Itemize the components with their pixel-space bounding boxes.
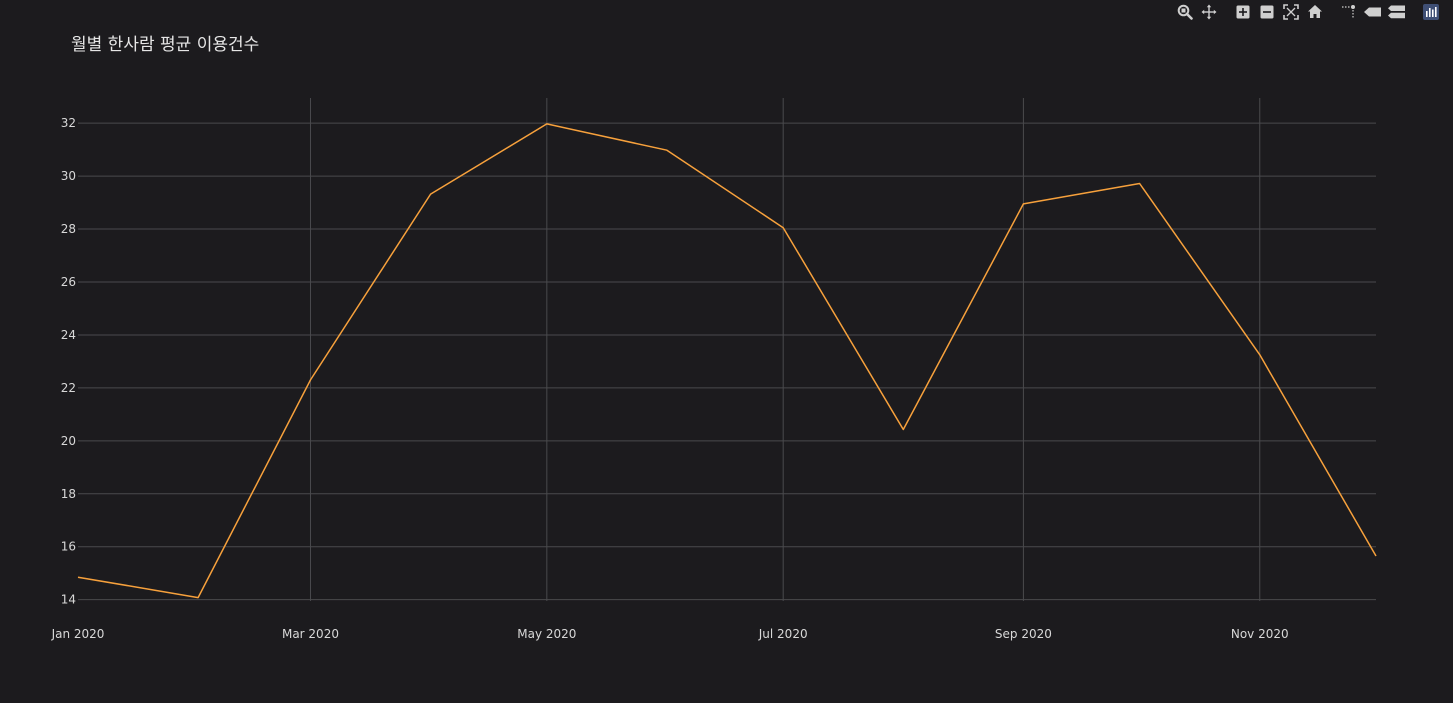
- y-tick-label: 30: [61, 169, 76, 183]
- y-tick-label: 18: [61, 487, 76, 501]
- grid-layer: [78, 98, 1376, 601]
- data-point: [77, 576, 79, 578]
- y-tick-label: 32: [61, 116, 76, 130]
- plotly-logo-icon: [1423, 4, 1439, 20]
- hover-closest-button[interactable]: [1361, 2, 1385, 22]
- x-tick-label: Jan 2020: [51, 627, 105, 641]
- tick-labels: 14 16 18 20 22 24 26 28 30 32 Jan 2020 Mar 2020 May …: [51, 116, 1289, 641]
- data-point: [429, 193, 431, 195]
- y-tick-label: 24: [61, 328, 76, 342]
- y-tick-label: 26: [61, 275, 76, 289]
- x-tick-label: Sep 2020: [995, 627, 1052, 641]
- modebar-group-logo: [1419, 2, 1443, 22]
- zoom-out-icon: [1260, 5, 1274, 19]
- y-tick-label: 28: [61, 222, 76, 236]
- hover-compare-icon: [1388, 5, 1406, 19]
- series-layer: [77, 123, 1377, 599]
- x-tick-label: Nov 2020: [1231, 627, 1289, 641]
- x-tick-label: May 2020: [517, 627, 576, 641]
- spike-lines-icon: [1341, 4, 1357, 20]
- data-point: [1022, 203, 1024, 205]
- modebar-group-axes: [1231, 2, 1327, 22]
- y-tick-label: 22: [61, 381, 76, 395]
- data-point: [309, 379, 311, 381]
- y-tick-label: 20: [61, 434, 76, 448]
- modebar-group-hover: [1337, 2, 1409, 22]
- modebar: [1163, 2, 1443, 22]
- series-line: [77, 123, 1377, 599]
- plotly-logo-button[interactable]: [1419, 2, 1443, 22]
- data-point: [1138, 182, 1140, 184]
- x-tick-label: Jul 2020: [758, 627, 808, 641]
- data-point: [666, 149, 668, 151]
- zoom-in-icon: [1236, 5, 1250, 19]
- y-tick-label: 14: [61, 593, 76, 607]
- data-point: [782, 227, 784, 229]
- y-tick-label: 16: [61, 540, 76, 554]
- data-point: [197, 596, 199, 598]
- data-point: [546, 123, 548, 125]
- hover-closest-icon: [1364, 6, 1382, 18]
- pan-button[interactable]: [1197, 2, 1221, 22]
- zoom-icon: [1177, 4, 1193, 20]
- reset-axes-button[interactable]: [1303, 2, 1327, 22]
- reset-axes-icon: [1307, 4, 1323, 20]
- data-point: [902, 428, 904, 430]
- x-tick-label: Mar 2020: [282, 627, 339, 641]
- zoom-in-button[interactable]: [1231, 2, 1255, 22]
- pan-icon: [1201, 4, 1217, 20]
- chart-title: 월별 한사람 평균 이용건수: [71, 35, 260, 55]
- spike-lines-button[interactable]: [1337, 2, 1361, 22]
- zoom-out-button[interactable]: [1255, 2, 1279, 22]
- autoscale-icon: [1283, 4, 1299, 20]
- data-point: [1259, 354, 1261, 356]
- zoom-button[interactable]: [1173, 2, 1197, 22]
- autoscale-button[interactable]: [1279, 2, 1303, 22]
- hover-compare-button[interactable]: [1385, 2, 1409, 22]
- modebar-group-zoom-pan: [1173, 2, 1221, 22]
- data-point: [1375, 555, 1377, 557]
